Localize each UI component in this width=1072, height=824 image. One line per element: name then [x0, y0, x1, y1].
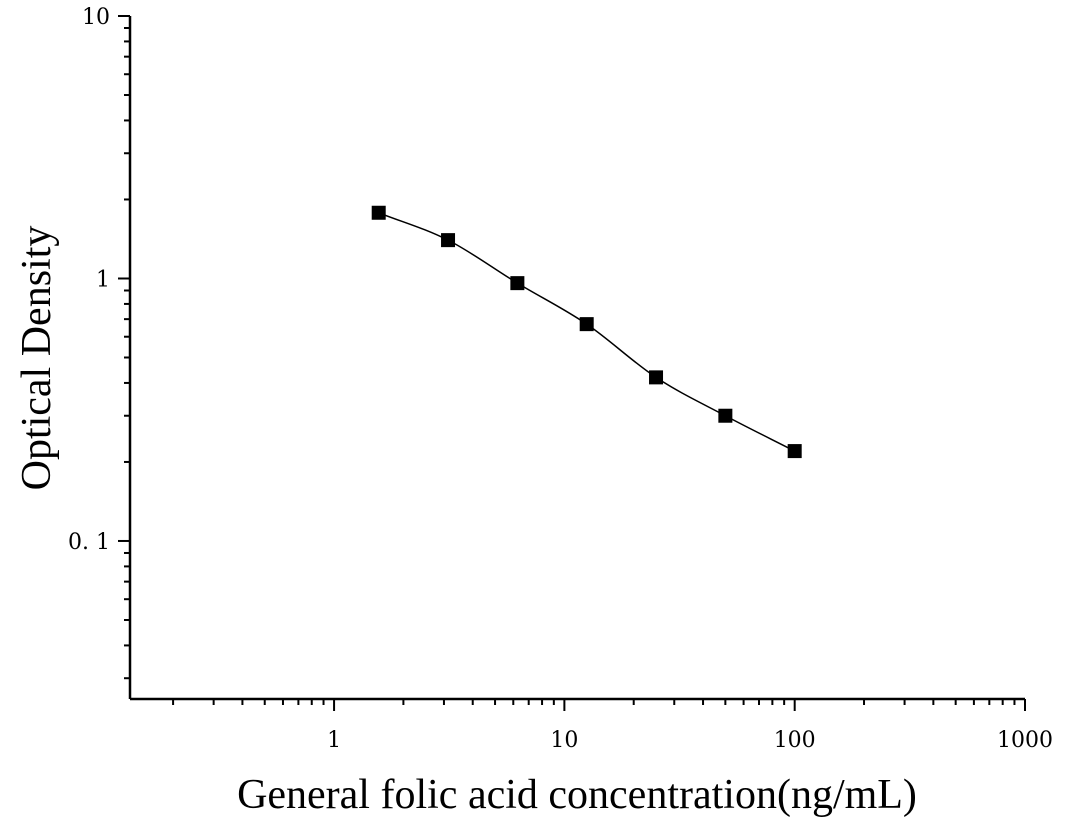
data-point: [510, 276, 525, 291]
x-tick-label: 1000: [997, 728, 1053, 753]
x-tick-label: 10: [550, 728, 578, 753]
x-tick-label: 1: [327, 728, 341, 753]
y-tick-label: 0. 1: [68, 530, 110, 555]
data-point: [649, 370, 664, 385]
data-point: [441, 233, 456, 248]
y-tick-label: 1: [96, 267, 110, 292]
axes: [128, 16, 1025, 701]
data-points: [371, 205, 802, 459]
x-tick-label: 100: [774, 728, 816, 753]
y-tick-label: 10: [82, 5, 110, 30]
data-point: [371, 205, 386, 220]
data-point: [787, 444, 802, 459]
ticks: [118, 15, 1026, 711]
data-point: [579, 317, 594, 332]
tick-labels: 1 10 100 1000 10 1 0. 1: [68, 5, 1053, 753]
data-point: [718, 408, 733, 423]
y-axis-title: Optical Density: [14, 226, 60, 491]
x-axis-title: General folic acid concentration(ng/mL): [237, 772, 917, 818]
